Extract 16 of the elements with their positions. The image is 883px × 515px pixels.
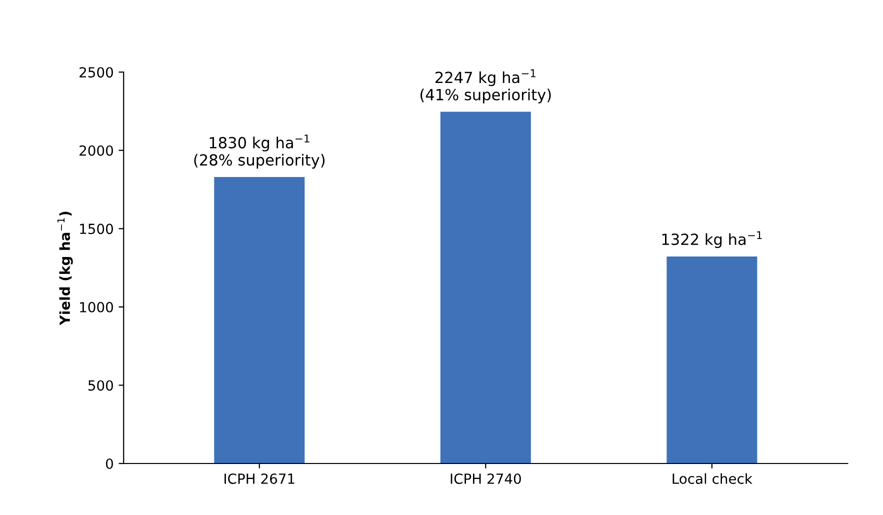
bar bbox=[214, 176, 305, 464]
y-tick-label: 1500 bbox=[80, 224, 113, 234]
y-tick-label: 2500 bbox=[80, 67, 113, 78]
x-tick-label: ICPH 2740 bbox=[450, 473, 521, 484]
bar bbox=[666, 256, 758, 464]
y-tick-label: 500 bbox=[88, 380, 113, 391]
data-label: 1322 kg ha$^{−1}$ bbox=[662, 231, 762, 248]
bar bbox=[440, 112, 531, 464]
data-label: 2247 kg ha$^{−1}$ (41% superiority) bbox=[420, 69, 551, 104]
data-label: 1830 kg ha$^{−1}$ (28% superiority) bbox=[194, 134, 325, 169]
y-tick-label: 1000 bbox=[80, 302, 113, 312]
y-axis-title: Yield (kg ha$^{−1}$) bbox=[57, 212, 73, 326]
x-tick-label: Local check bbox=[672, 473, 752, 484]
y-tick-label: 2000 bbox=[80, 145, 113, 156]
y-tick-label: 0 bbox=[106, 458, 113, 469]
x-tick-label: ICPH 2671 bbox=[224, 473, 294, 484]
